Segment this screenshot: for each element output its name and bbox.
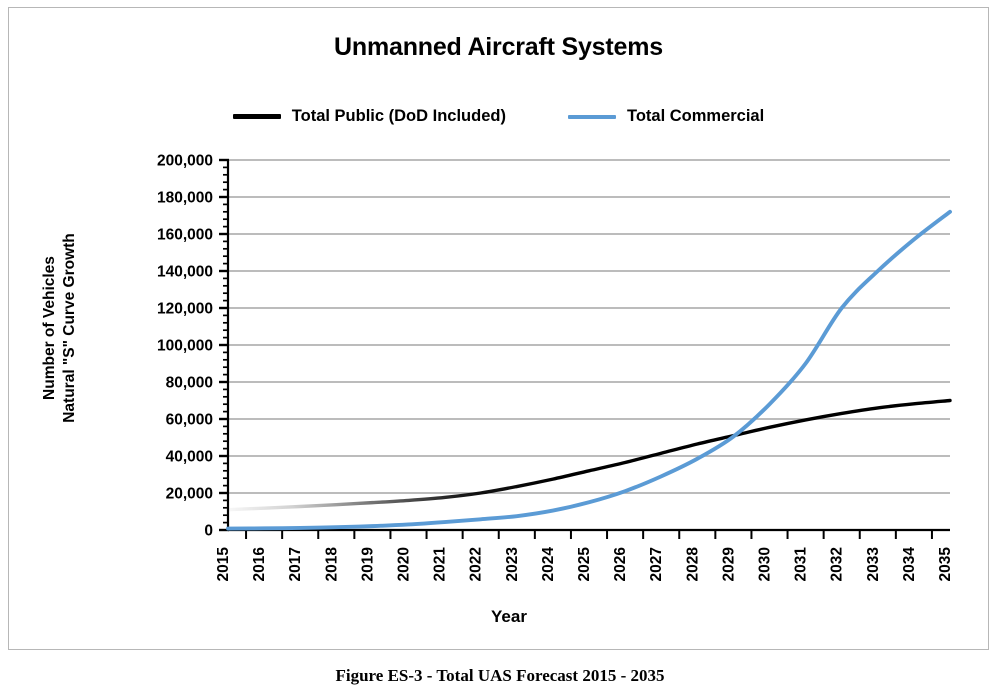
y-tick-label: 40,000 (166, 449, 213, 466)
y-tick-label: 180,000 (157, 190, 213, 207)
x-tick-label: 2021 (432, 547, 449, 582)
figure-caption: Figure ES-3 - Total UAS Forecast 2015 - … (335, 666, 665, 685)
x-tick-label: 2015 (215, 547, 232, 582)
x-tick-labels-group: 2015 2016 2017 2018 2019 2020 2021 2022 2023 2024… (215, 547, 954, 582)
x-tick-label: 2035 (937, 547, 954, 582)
legend-label-commercial: Total Commercial (626, 107, 765, 125)
legend-swatch-icon-commercial (567, 114, 616, 119)
x-tick-label: 2028 (684, 547, 701, 582)
x-tick-label: 2030 (757, 547, 774, 581)
x-tick-label: 2031 (793, 547, 810, 582)
y-tick-label: 160,000 (157, 227, 213, 244)
gridlines-group (228, 159, 950, 494)
x-tick-marks-group (245, 530, 933, 539)
legend-item-total-public[interactable]: Total Public (DoD Included) (232, 107, 506, 126)
x-tick-label: 2023 (504, 547, 521, 582)
y-tick-label: 0 (204, 523, 213, 540)
x-tick-label: 2027 (648, 547, 665, 581)
x-tick-label: 2018 (323, 547, 340, 582)
x-tick-label: 2020 (396, 547, 413, 581)
legend-label-public: Total Public (DoD Included) (291, 107, 506, 125)
x-tick-label: 2033 (865, 547, 882, 582)
y-tick-label: 20,000 (166, 486, 213, 503)
chart-legend: Total Public (DoD Included) Total Commer… (9, 107, 988, 126)
series-line-total-commercial (226, 209, 952, 531)
x-tick-label: 2029 (720, 547, 737, 582)
y-tick-label: 140,000 (157, 264, 213, 281)
series-line-total-public (226, 398, 952, 512)
chart-title: Unmanned Aircraft Systems (334, 33, 663, 61)
y-tick-labels-group: 0 20,000 40,000 60,000 80,000 100,000 120,000 1… (157, 153, 213, 540)
x-tick-label: 2019 (359, 547, 376, 582)
x-tick-label: 2025 (576, 547, 593, 582)
x-tick-label: 2026 (612, 547, 629, 582)
x-axis-title: Year (491, 607, 527, 626)
y-tick-label: 200,000 (157, 153, 213, 170)
x-tick-label: 2034 (901, 547, 918, 582)
x-tick-label: 2017 (287, 547, 304, 581)
legend-swatch-icon-public (232, 114, 281, 119)
x-tick-label: 2032 (829, 547, 846, 581)
legend-item-total-commercial[interactable]: Total Commercial (567, 107, 765, 126)
y-tick-label: 80,000 (166, 375, 213, 392)
y-tick-label: 120,000 (157, 301, 213, 318)
x-tick-label: 2022 (468, 547, 485, 581)
x-tick-label: 2024 (540, 547, 557, 582)
chart-frame: Unmanned Aircraft Systems Total Public (… (8, 7, 989, 650)
y-tick-label: 100,000 (157, 338, 213, 355)
y-tick-label: 60,000 (166, 412, 213, 429)
x-tick-label: 2016 (251, 547, 268, 582)
series-lines-group (226, 209, 952, 531)
